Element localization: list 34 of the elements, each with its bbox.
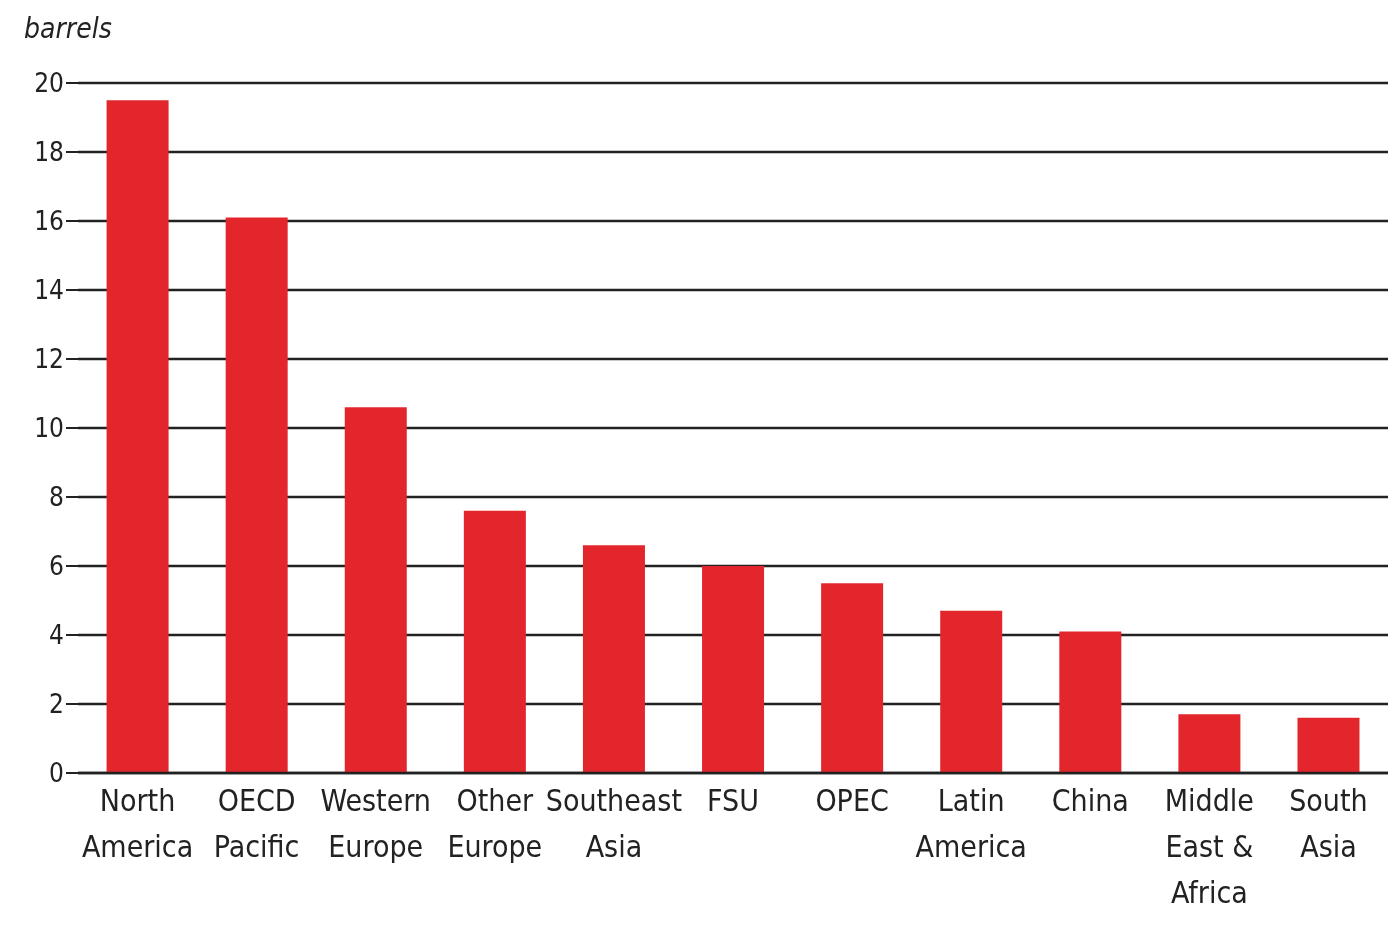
bar bbox=[463, 510, 526, 773]
y-tick-label: 10 bbox=[34, 413, 64, 444]
bar bbox=[702, 566, 765, 773]
x-tick-label: Western Europe bbox=[320, 783, 431, 864]
bar bbox=[1059, 631, 1122, 773]
x-tick-label: OECD Pacific bbox=[213, 783, 300, 864]
y-tick-label: 8 bbox=[49, 482, 64, 513]
y-tick-label: 18 bbox=[34, 137, 64, 168]
y-axis-title: barrels bbox=[24, 12, 112, 45]
x-tick-label: OPEC bbox=[815, 783, 889, 818]
x-tick-label: China bbox=[1051, 783, 1129, 818]
y-tick-label: 6 bbox=[49, 551, 64, 582]
x-tick-label: South Asia bbox=[1289, 783, 1368, 864]
y-tick-label: 20 bbox=[34, 68, 64, 99]
bar bbox=[106, 100, 169, 773]
y-tick-label: 2 bbox=[49, 689, 64, 720]
bar bbox=[1178, 714, 1241, 773]
x-tick-label: Middle East & Africa bbox=[1164, 783, 1254, 910]
bar bbox=[344, 407, 407, 773]
x-tick-label: Southeast Asia bbox=[545, 783, 683, 864]
bar bbox=[821, 583, 884, 773]
y-tick-label: 4 bbox=[49, 620, 64, 651]
bar bbox=[225, 217, 288, 773]
bar bbox=[1297, 717, 1360, 773]
y-tick-label: 12 bbox=[34, 344, 64, 375]
bar bbox=[940, 610, 1003, 773]
x-tick-label: FSU bbox=[707, 783, 759, 818]
x-tick-label: North America bbox=[81, 783, 194, 864]
x-tick-label: Other Europe bbox=[447, 783, 543, 864]
y-tick-label: 14 bbox=[34, 275, 64, 306]
y-tick-label: 16 bbox=[34, 206, 64, 237]
y-tick-label: 0 bbox=[49, 758, 64, 789]
x-tick-label: Latin America bbox=[915, 783, 1027, 864]
bar bbox=[582, 545, 645, 773]
